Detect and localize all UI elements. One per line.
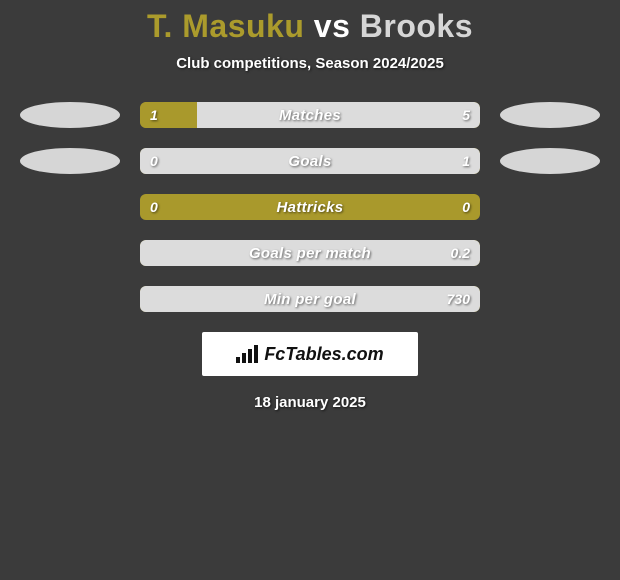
team-badge-right <box>500 194 600 220</box>
comparison-card: T. Masuku vs Brooks Club competitions, S… <box>0 0 620 411</box>
stat-bar: 00Hattricks <box>140 194 480 220</box>
team-badge-right <box>500 286 600 312</box>
logo: FcTables.com <box>236 344 383 365</box>
subtitle: Club competitions, Season 2024/2025 <box>0 55 620 72</box>
stat-bar: 0.2Goals per match <box>140 240 480 266</box>
stat-label: Goals <box>140 148 480 174</box>
stat-bar: 730Min per goal <box>140 286 480 312</box>
page-title: T. Masuku vs Brooks <box>0 8 620 45</box>
stat-label: Min per goal <box>140 286 480 312</box>
stat-row: 00Hattricks <box>0 194 620 220</box>
player1-name: T. Masuku <box>147 8 304 44</box>
team-badge-right <box>500 240 600 266</box>
stat-label: Matches <box>140 102 480 128</box>
player2-name: Brooks <box>360 8 473 44</box>
team-badge-right <box>500 102 600 128</box>
stat-row: 730Min per goal <box>0 286 620 312</box>
team-badge-right <box>500 148 600 174</box>
team-badge-left <box>20 240 120 266</box>
logo-text: FcTables.com <box>264 344 383 365</box>
team-badge-left <box>20 102 120 128</box>
stat-row: 0.2Goals per match <box>0 240 620 266</box>
stat-label: Goals per match <box>140 240 480 266</box>
team-badge-left <box>20 148 120 174</box>
team-badge-left <box>20 194 120 220</box>
stat-row: 15Matches <box>0 102 620 128</box>
stat-bar: 01Goals <box>140 148 480 174</box>
vs-label: vs <box>314 8 351 44</box>
stat-bar: 15Matches <box>140 102 480 128</box>
stat-row: 01Goals <box>0 148 620 174</box>
stat-rows: 15Matches 01Goals 00Hattricks 0.2Goals per … <box>0 102 620 312</box>
stat-label: Hattricks <box>140 194 480 220</box>
team-badge-left <box>20 286 120 312</box>
date-label: 18 january 2025 <box>0 394 620 411</box>
logo-box[interactable]: FcTables.com <box>202 332 418 376</box>
bars-icon <box>236 345 258 363</box>
